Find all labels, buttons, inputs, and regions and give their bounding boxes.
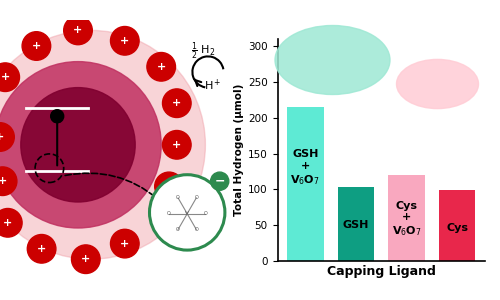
Circle shape: [0, 63, 20, 92]
Circle shape: [110, 26, 139, 55]
Circle shape: [22, 32, 50, 60]
Circle shape: [28, 235, 56, 263]
Text: +: +: [0, 132, 4, 142]
Text: +: +: [0, 72, 10, 82]
Circle shape: [0, 123, 14, 151]
Circle shape: [72, 245, 100, 274]
Text: O: O: [167, 211, 171, 216]
Circle shape: [50, 110, 64, 123]
Text: O: O: [194, 195, 198, 200]
Text: $\frac{1}{2}$ H$_2$: $\frac{1}{2}$ H$_2$: [190, 40, 215, 62]
Text: Cys: Cys: [446, 223, 468, 233]
Circle shape: [110, 229, 139, 258]
Text: +: +: [37, 244, 46, 254]
Bar: [439, 190, 476, 261]
Text: +: +: [74, 26, 82, 35]
Text: +: +: [172, 98, 182, 108]
Text: +: +: [120, 36, 130, 46]
Text: O: O: [204, 211, 208, 216]
Text: +: +: [172, 140, 182, 150]
Circle shape: [162, 89, 191, 118]
Text: +: +: [156, 62, 166, 72]
Circle shape: [0, 208, 22, 237]
Text: +: +: [164, 182, 173, 191]
Text: −: −: [214, 175, 225, 188]
Text: O: O: [176, 227, 180, 232]
Circle shape: [147, 52, 176, 81]
Text: V: V: [186, 211, 189, 216]
Circle shape: [21, 88, 135, 202]
Circle shape: [64, 16, 92, 45]
Text: Cys
+
V$_6$O$_7$: Cys + V$_6$O$_7$: [392, 201, 422, 238]
Text: +: +: [0, 176, 7, 186]
Text: +: +: [3, 218, 13, 228]
Y-axis label: Total Hydrogen (μmol): Total Hydrogen (μmol): [234, 84, 244, 216]
Bar: [388, 175, 425, 261]
Text: +: +: [120, 238, 130, 249]
X-axis label: Capping Ligand: Capping Ligand: [327, 265, 436, 278]
Circle shape: [210, 172, 229, 190]
Text: H$^+$: H$^+$: [204, 77, 222, 93]
Text: +: +: [81, 254, 90, 264]
Text: +: +: [32, 41, 41, 51]
Circle shape: [0, 30, 206, 259]
Text: GSH: GSH: [343, 220, 369, 230]
Circle shape: [150, 175, 225, 250]
Text: O: O: [194, 227, 198, 232]
Circle shape: [0, 167, 17, 196]
Text: O: O: [176, 195, 180, 200]
Bar: [287, 107, 324, 261]
Text: GSH
+
V$_6$O$_7$: GSH + V$_6$O$_7$: [290, 149, 320, 187]
Circle shape: [0, 61, 161, 228]
Circle shape: [162, 130, 191, 159]
Circle shape: [154, 172, 184, 201]
Bar: [338, 187, 374, 261]
